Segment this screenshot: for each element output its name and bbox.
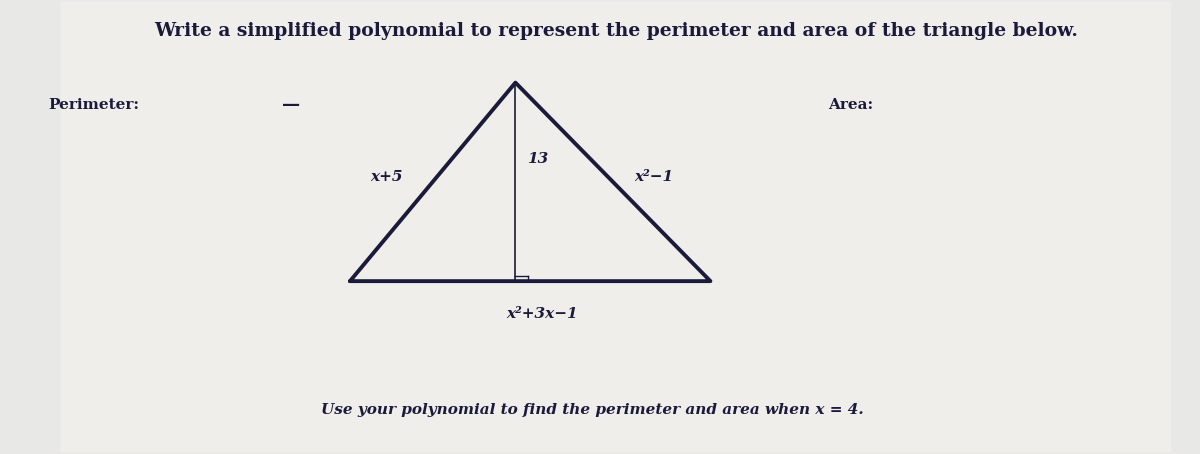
Text: x²+3x−1: x²+3x−1	[506, 306, 578, 321]
Text: Write a simplified polynomial to represent the perimeter and area of the triangl: Write a simplified polynomial to represe…	[154, 22, 1078, 39]
Text: Area:: Area:	[828, 98, 874, 112]
Text: Use your polynomial to find the perimeter and area when x = 4.: Use your polynomial to find the perimete…	[320, 403, 864, 417]
Text: —: —	[282, 96, 300, 114]
Text: Perimeter:: Perimeter:	[49, 98, 139, 112]
Text: 13: 13	[527, 152, 548, 166]
Text: x+5: x+5	[371, 170, 403, 184]
Text: x²−1: x²−1	[634, 170, 673, 184]
FancyBboxPatch shape	[60, 1, 1171, 453]
